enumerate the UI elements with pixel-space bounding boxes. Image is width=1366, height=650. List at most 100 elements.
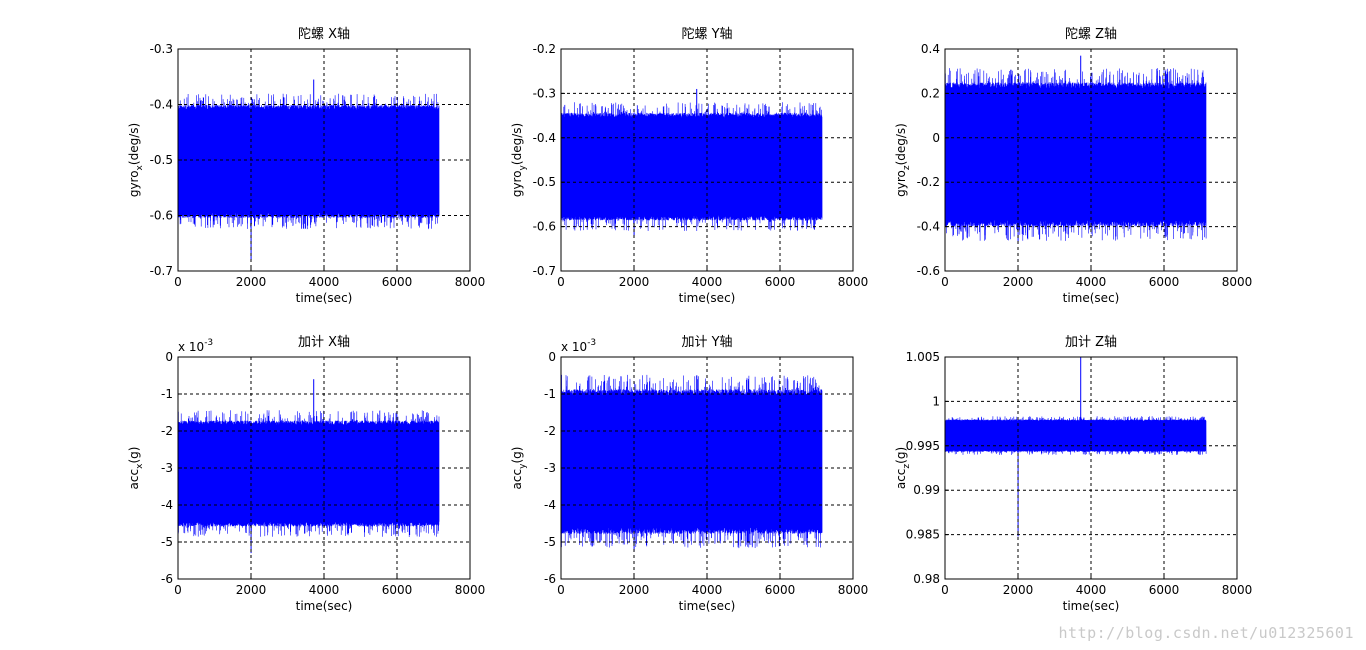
x-tick-label: 0 <box>174 275 182 289</box>
x-tick-label: 6000 <box>1149 583 1180 597</box>
x-tick-label: 0 <box>941 275 949 289</box>
plot-title: 加计 X轴 <box>298 335 350 350</box>
y-tick-label: -4 <box>544 498 556 512</box>
series-trace <box>177 410 440 538</box>
plot-title: 陀螺 Y轴 <box>681 26 732 42</box>
y-axis-label-sub: x <box>135 164 145 170</box>
watermark: http://blog.csdn.net/u012325601 <box>1058 624 1354 642</box>
y-tick-label: -0.3 <box>150 42 173 56</box>
y-tick-label: -6 <box>544 572 556 586</box>
y-axis-label-unit: (g) <box>127 447 141 464</box>
x-tick-label: 8000 <box>455 583 486 597</box>
x-tick-label: 4000 <box>692 583 723 597</box>
y-tick-label: -0.5 <box>150 153 173 167</box>
x-tick-label: 8000 <box>1222 275 1253 289</box>
y-axis-label-main: acc <box>127 469 141 490</box>
y-tick-label: 0.98 <box>913 572 940 586</box>
y-tick-label: -0.4 <box>917 220 940 234</box>
y-axis-label: gyrox(deg/s) <box>127 123 145 197</box>
x-axis-label: time(sec) <box>679 599 736 613</box>
x-axis-label: time(sec) <box>1063 291 1120 305</box>
y-axis-label-main: gyro <box>510 170 524 197</box>
x-tick-label: 0 <box>941 583 949 597</box>
y-tick-label: -0.6 <box>533 220 556 234</box>
y-tick-label: -1 <box>544 387 556 401</box>
x-tick-label: 2000 <box>619 583 650 597</box>
axis-exponent: x 10-3 <box>561 338 596 354</box>
y-axis-label-main: acc <box>894 469 908 490</box>
subplot-5: 0 2000 4000 6000 8000 0 -1 -2 -3 -4 -5 -6 加计 Y轴 time(… <box>510 335 868 613</box>
y-axis-label: accy(g) <box>510 447 528 490</box>
y-axis-label: gyroy(deg/s) <box>510 123 528 197</box>
y-tick-label: -0.4 <box>533 131 556 145</box>
x-axis-label: time(sec) <box>296 291 353 305</box>
y-tick-label: -5 <box>544 535 556 549</box>
x-axis-label: time(sec) <box>679 291 736 305</box>
y-tick-label: -3 <box>544 461 556 475</box>
x-tick-label: 8000 <box>455 275 486 289</box>
y-axis-label-main: gyro <box>127 170 141 197</box>
subplot-2: 0 2000 4000 6000 8000 -0.2 -0.3 -0.4 -0.5 -0.6 -0.… <box>510 26 868 305</box>
x-axis-label: time(sec) <box>1063 599 1120 613</box>
y-tick-label: 0 <box>932 131 940 145</box>
y-tick-label: -2 <box>161 424 173 438</box>
y-tick-label: 0.995 <box>906 439 940 453</box>
plot-title: 陀螺 Z轴 <box>1065 26 1117 42</box>
series-trace <box>560 102 823 232</box>
x-tick-label: 8000 <box>838 583 869 597</box>
x-tick-label: 6000 <box>1149 275 1180 289</box>
y-tick-label: -0.3 <box>533 86 556 100</box>
y-axis-label: accx(g) <box>127 447 145 490</box>
y-tick-label: 1 <box>932 394 940 408</box>
x-tick-label: 0 <box>557 275 565 289</box>
subplot-4: 0 2000 4000 6000 8000 0 -1 -2 -3 -4 -5 -6 加计 X轴 time(… <box>127 335 485 613</box>
x-tick-label: 4000 <box>309 275 340 289</box>
axis-exponent-base: x 10 <box>178 340 204 354</box>
x-tick-label: 6000 <box>382 275 413 289</box>
y-axis-label-unit: (g) <box>894 447 908 464</box>
plot-title: 加计 Y轴 <box>681 335 732 350</box>
y-tick-label: 0.4 <box>921 42 940 56</box>
y-axis-label-sub: y <box>518 463 528 469</box>
y-axis-label-sub: y <box>518 164 528 170</box>
axis-exponent-power: -3 <box>587 338 596 348</box>
axis-exponent-power: -3 <box>204 338 213 348</box>
y-axis-label-main: gyro <box>894 170 908 197</box>
series-trace <box>560 374 823 549</box>
y-axis-label: gyroz(deg/s) <box>894 123 912 197</box>
x-tick-label: 6000 <box>765 583 796 597</box>
y-tick-label: -1 <box>161 387 173 401</box>
x-tick-label: 2000 <box>236 275 267 289</box>
x-tick-label: 8000 <box>1222 583 1253 597</box>
y-axis-label-unit: (deg/s) <box>894 123 908 165</box>
y-tick-label: -0.6 <box>150 209 173 223</box>
y-axis-label-unit: (deg/s) <box>127 123 141 165</box>
x-tick-label: 4000 <box>1076 275 1107 289</box>
x-tick-label: 6000 <box>382 583 413 597</box>
series-trace <box>944 416 1207 455</box>
series-trace <box>944 68 1207 241</box>
x-tick-label: 0 <box>557 583 565 597</box>
y-tick-label: -0.4 <box>150 98 173 112</box>
subplot-1: 0 2000 4000 6000 8000 -0.3 -0.4 -0.5 -0.6 -0.7 陀螺 … <box>127 26 485 305</box>
y-tick-label: -0.6 <box>917 264 940 278</box>
y-axis-label-sub: z <box>902 464 912 469</box>
y-axis-label: accz(g) <box>894 447 912 489</box>
y-tick-label: 0 <box>165 350 173 364</box>
y-axis-label-sub: z <box>902 165 912 170</box>
plot-title: 陀螺 X轴 <box>298 26 350 42</box>
x-tick-label: 2000 <box>1003 275 1034 289</box>
y-tick-label: -6 <box>161 572 173 586</box>
axis-exponent: x 10-3 <box>178 338 213 354</box>
x-tick-label: 8000 <box>838 275 869 289</box>
y-tick-label: 0.2 <box>921 86 940 100</box>
x-tick-label: 4000 <box>692 275 723 289</box>
x-tick-label: 0 <box>174 583 182 597</box>
y-tick-label: -0.7 <box>533 264 556 278</box>
y-tick-label: -0.2 <box>533 42 556 56</box>
y-tick-label: 0 <box>548 350 556 364</box>
y-tick-label: -0.2 <box>917 175 940 189</box>
x-tick-label: 2000 <box>619 275 650 289</box>
axis-exponent-base: x 10 <box>561 340 587 354</box>
